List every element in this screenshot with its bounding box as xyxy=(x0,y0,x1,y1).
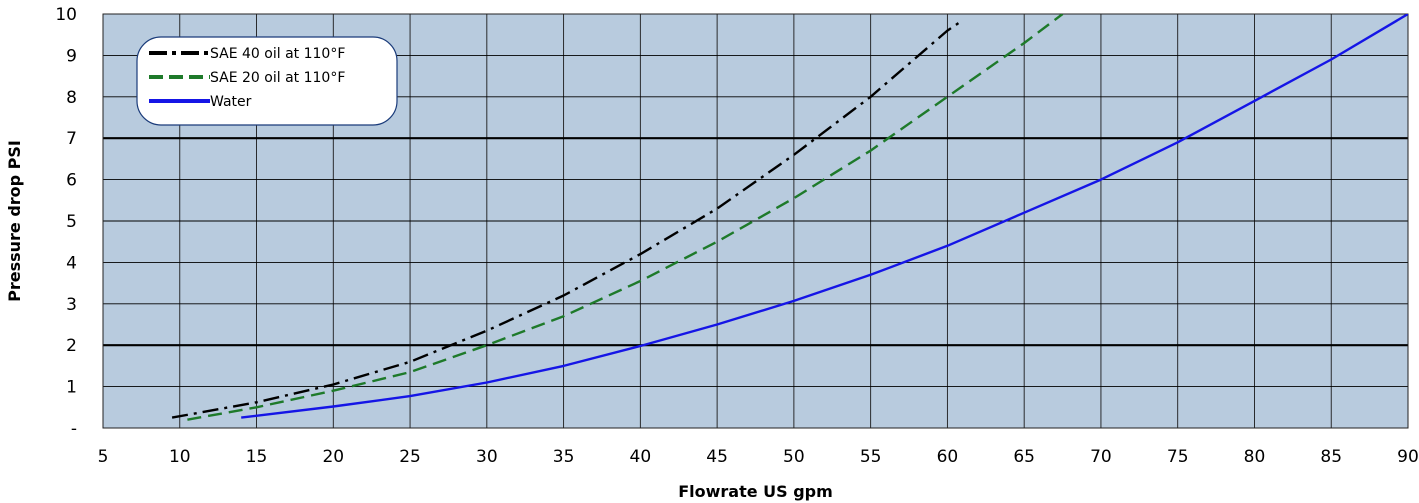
y-tick-label: 10 xyxy=(55,5,77,25)
x-tick-label: 5 xyxy=(98,447,109,467)
y-tick-label: - xyxy=(71,419,77,439)
y-tick-label: 9 xyxy=(66,46,77,66)
x-tick-label: 65 xyxy=(1013,447,1035,467)
y-tick-label: 6 xyxy=(66,171,77,191)
legend-label-sae40: SAE 40 oil at 110°F xyxy=(210,46,345,62)
x-tick-label: 30 xyxy=(476,447,498,467)
y-tick-label: 5 xyxy=(66,212,77,232)
x-tick-label: 50 xyxy=(783,447,805,467)
legend-label-sae20: SAE 20 oil at 110°F xyxy=(210,70,345,86)
x-tick-label: 85 xyxy=(1320,447,1342,467)
y-tick-label: 4 xyxy=(66,253,77,273)
tick-labels: 5 10 15 20 25 30 35 40 45 50 55 60 65 70 75 80 85 90-1234… xyxy=(55,5,1418,467)
legend-label-water: Water xyxy=(210,94,252,110)
x-tick-label: 55 xyxy=(860,447,882,467)
x-tick-label: 20 xyxy=(322,447,344,467)
x-tick-label: 15 xyxy=(246,447,268,467)
x-tick-label: 35 xyxy=(553,447,575,467)
x-tick-label: 70 xyxy=(1090,447,1112,467)
x-axis-title: Flowrate US gpm xyxy=(678,482,833,501)
legend: SAE 40 oil at 110°F SAE 20 oil at 110°F … xyxy=(136,36,398,126)
y-tick-label: 3 xyxy=(66,295,77,315)
y-tick-label: 2 xyxy=(66,336,77,356)
x-tick-label: 75 xyxy=(1167,447,1189,467)
y-axis-title: Pressure drop PSI xyxy=(5,140,24,302)
x-tick-label: 25 xyxy=(399,447,421,467)
plot-border xyxy=(102,13,1409,429)
series-water-line xyxy=(241,14,1408,419)
y-tick-label: 8 xyxy=(66,88,77,108)
series-layer xyxy=(171,14,1408,421)
series-sae20-line xyxy=(187,14,1064,421)
x-tick-label: 45 xyxy=(706,447,728,467)
x-tick-label: 60 xyxy=(937,447,959,467)
x-tick-label: 80 xyxy=(1244,447,1266,467)
x-tick-label: 10 xyxy=(169,447,191,467)
y-tick-label: 7 xyxy=(66,129,77,149)
x-tick-label: 90 xyxy=(1397,447,1419,467)
x-tick-label: 40 xyxy=(630,447,652,467)
y-tick-label: 1 xyxy=(66,378,77,398)
